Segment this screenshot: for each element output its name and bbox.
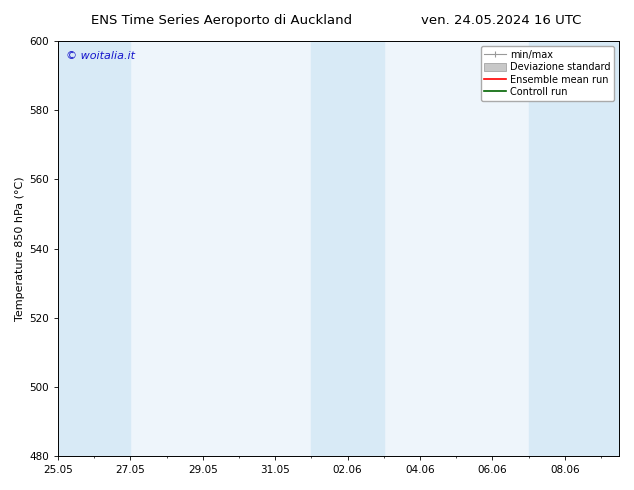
Bar xyxy=(311,41,384,456)
Bar xyxy=(529,41,619,456)
Y-axis label: Temperature 850 hPa (°C): Temperature 850 hPa (°C) xyxy=(15,176,25,321)
Bar xyxy=(58,41,131,456)
Legend: min/max, Deviazione standard, Ensemble mean run, Controll run: min/max, Deviazione standard, Ensemble m… xyxy=(481,46,614,101)
Text: ENS Time Series Aeroporto di Auckland: ENS Time Series Aeroporto di Auckland xyxy=(91,14,353,27)
Text: © woitalia.it: © woitalia.it xyxy=(67,51,136,61)
Text: ven. 24.05.2024 16 UTC: ven. 24.05.2024 16 UTC xyxy=(421,14,581,27)
